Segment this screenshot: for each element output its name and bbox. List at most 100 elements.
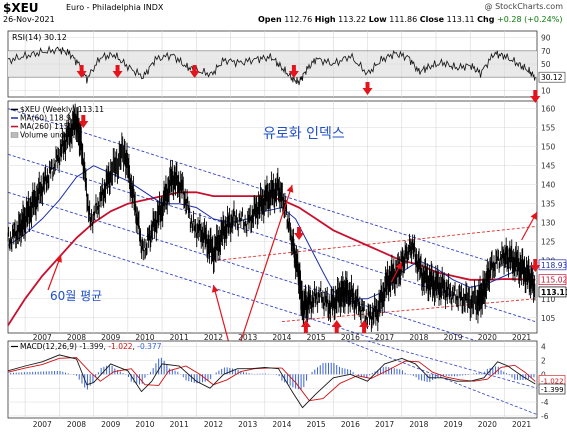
close-value: 113.11 <box>446 15 475 24</box>
rsi-tick-label: 70 <box>541 47 551 56</box>
price-legend-entry: $XEU (Weekly) 113.11 <box>20 105 104 114</box>
open-label: Open <box>258 15 282 24</box>
price-up-arrow <box>359 320 370 333</box>
x-tick-label-bottom: 2012 <box>204 420 223 429</box>
x-tick-label: 2008 <box>67 333 86 342</box>
macd-legend-part: , <box>133 342 138 351</box>
price-last-value-box <box>538 259 567 271</box>
price-tick-label: 125 <box>541 238 556 247</box>
x-tick-label-bottom: 2016 <box>341 420 360 429</box>
macd-tick-label: -4 <box>541 398 549 407</box>
price-down-arrow <box>294 227 305 240</box>
x-tick-label-bottom: 2007 <box>33 420 52 429</box>
price-up-arrow <box>331 320 342 333</box>
ma-annotation-label: 60월 평균 <box>50 289 102 303</box>
price-tick-label: 140 <box>541 181 556 190</box>
price-tick-label: 150 <box>541 143 556 152</box>
rsi-tick-label: 90 <box>541 34 551 43</box>
macd-last-value: -1.022 <box>541 377 564 385</box>
price-legend-entry: Volume undef <box>20 131 72 140</box>
high-label: High <box>314 15 336 24</box>
x-tick-label: 2014 <box>272 333 291 342</box>
x-tick-label: 2010 <box>135 333 154 342</box>
rsi-last-value-box <box>538 71 566 83</box>
x-tick-label: 2013 <box>238 333 257 342</box>
x-tick-label-bottom: 2013 <box>238 420 257 429</box>
macd-legend-part: MACD(12,26,9) <box>20 342 79 351</box>
macd-legend-part: -0.377 <box>137 342 161 351</box>
x-tick-label-bottom: 2018 <box>409 420 428 429</box>
price-tick-label: 130 <box>541 219 556 228</box>
symbol-label: $XEU <box>3 1 39 15</box>
price-last-value: 115.02 <box>541 276 567 285</box>
low-value: 111.86 <box>389 15 418 24</box>
price-bars <box>7 103 536 332</box>
channel-annotation-arrow-head <box>286 185 294 193</box>
x-tick-label: 2020 <box>478 333 497 342</box>
x-tick-label-bottom: 2008 <box>67 420 86 429</box>
rsi-down-arrow <box>112 65 123 78</box>
high-value: 113.22 <box>338 15 367 24</box>
x-tick-label-bottom: 2017 <box>375 420 394 429</box>
index-title-annotation: 유로화 인덱스 <box>263 126 345 142</box>
channel-annotation-arrow-head <box>211 285 219 293</box>
brand-watermark: @ StockCharts.com <box>484 2 563 11</box>
x-tick-label-bottom: 2021 <box>512 420 531 429</box>
ohlc-readout: Open 112.76 High 113.22 Low 111.86 Close… <box>258 15 562 24</box>
rsi-down-arrow <box>76 65 87 78</box>
x-tick-label: 2009 <box>101 333 120 342</box>
price-last-value-box <box>538 286 567 298</box>
rsi-down-arrow <box>362 82 373 95</box>
price-tick-label: 155 <box>541 124 556 133</box>
low-label: Low <box>368 15 387 24</box>
macd-tick-label: 2 <box>541 356 546 365</box>
rsi-down-arrow <box>189 65 200 78</box>
x-tick-label-bottom: 2010 <box>135 420 154 429</box>
price-tick-label: 110 <box>541 295 556 304</box>
price-tick-label: 160 <box>541 105 556 114</box>
x-tick-label-bottom: 2019 <box>444 420 463 429</box>
x-tick-label: 2015 <box>307 333 326 342</box>
price-last-value: 118.93 <box>541 261 567 270</box>
x-tick-label: 2021 <box>512 333 531 342</box>
macd-legend-part: -1.399 <box>79 342 103 351</box>
macd-tick-label: 4 <box>541 343 546 352</box>
chg-value: +0.28 (+0.24%) <box>497 15 563 24</box>
chg-label: Chg <box>477 15 495 24</box>
chart-date: 26-Nov-2021 <box>3 15 55 24</box>
red-trend-arrow-head <box>395 262 402 270</box>
price-down-arrow <box>530 259 541 272</box>
price-last-value: 113.11 <box>541 288 567 297</box>
rsi-down-arrow <box>530 90 541 103</box>
macd-legend-part: , <box>104 342 109 351</box>
macd-legend-part: -1.022 <box>108 342 132 351</box>
red-channel-line <box>281 298 536 323</box>
chart-header: $XEU Euro - Philadelphia INDX 26-Nov-202… <box>0 0 567 28</box>
x-tick-label: 2017 <box>375 333 394 342</box>
red-channel-line <box>213 226 536 262</box>
rsi-line <box>7 45 536 86</box>
price-last-value-box <box>538 274 567 286</box>
macd-last-value-box <box>538 383 566 395</box>
x-tick-label: 2016 <box>341 333 360 342</box>
rsi-last-value: 30.12 <box>541 73 563 82</box>
ma-annotation-arrow-head <box>55 255 62 263</box>
price-up-arrow <box>300 320 311 333</box>
x-tick-label: 2018 <box>409 333 428 342</box>
price-tick-label: 135 <box>541 200 556 209</box>
price-down-arrow <box>78 115 89 128</box>
rsi-legend: RSI(14) 30.12 <box>12 33 67 42</box>
rsi-down-arrow <box>288 65 299 78</box>
symbol-subtitle: Euro - Philadelphia INDX <box>66 3 164 12</box>
x-tick-label: 2011 <box>170 333 189 342</box>
x-tick-label-bottom: 2020 <box>478 420 497 429</box>
macd-line <box>7 354 536 409</box>
price-tick-label: 145 <box>541 162 556 171</box>
legend-swatch <box>10 132 19 138</box>
x-tick-label: 2007 <box>33 333 52 342</box>
macd-tick-label: 0 <box>541 370 546 379</box>
price-legend-entry: MA(260) 115.02 <box>20 122 81 131</box>
rsi-tick-label: 10 <box>541 86 551 95</box>
